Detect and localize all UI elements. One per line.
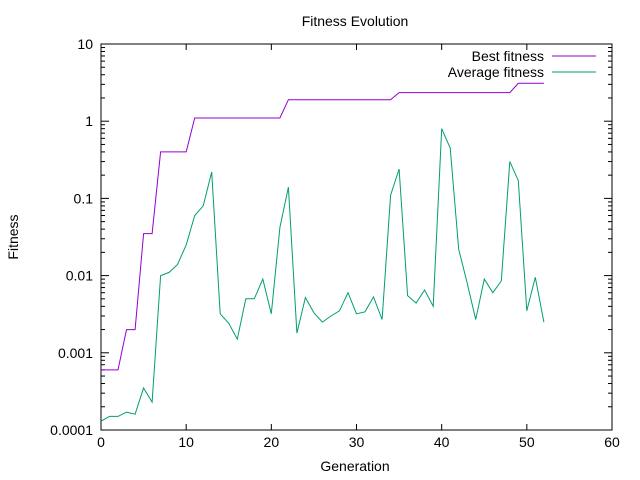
x-tick-label: 0 — [97, 434, 105, 450]
series-layer — [100, 82, 545, 422]
chart-title: Fitness Evolution — [302, 13, 409, 29]
y-tick-label: 0.001 — [58, 345, 93, 361]
series-line-best-fitness — [101, 82, 544, 371]
axis-ticks: 0 10 20 30 40 50 60 0.0001 0.001 0.01 0.1 1 10 — [50, 36, 620, 450]
x-axis-label: Generation — [320, 458, 389, 474]
legend-label: Average fitness — [448, 64, 544, 80]
x-tick-label: 30 — [349, 434, 365, 450]
plot-axes — [100, 43, 613, 431]
y-tick-label: 0.01 — [66, 268, 93, 284]
plot-frame — [100, 43, 613, 431]
legend-label: Best fitness — [472, 48, 544, 64]
x-tick-label: 20 — [264, 434, 280, 450]
y-tick-label: 0.1 — [74, 190, 94, 206]
y-tick-label: 1 — [85, 113, 93, 129]
x-tick-label: 50 — [519, 434, 535, 450]
x-tick-label: 60 — [604, 434, 620, 450]
series-line-average-fitness — [100, 128, 545, 422]
y-tick-label: 0.0001 — [50, 422, 93, 438]
x-tick-label: 40 — [434, 434, 450, 450]
y-tick-label: 10 — [77, 36, 93, 52]
y-axis-label: Fitness — [5, 214, 21, 259]
x-tick-label: 10 — [178, 434, 194, 450]
